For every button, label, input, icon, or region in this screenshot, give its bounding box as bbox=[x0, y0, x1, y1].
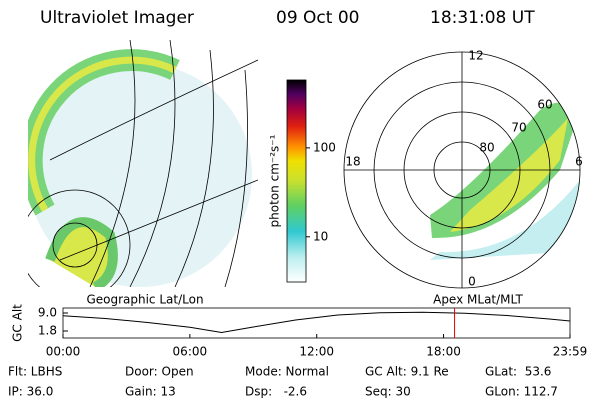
title: Ultraviolet Imager bbox=[40, 8, 194, 28]
x-tick-label: 00:00 bbox=[46, 345, 81, 359]
y-tick-label: 1.8 bbox=[38, 324, 57, 338]
panel-label: Apex MLat/MLT bbox=[433, 293, 523, 307]
colorbar-label: photon cm⁻²s⁻¹ bbox=[268, 134, 282, 227]
x-tick-label: 18:00 bbox=[426, 345, 461, 359]
info-panel: Flt: LBHS Door: Open Mode: Normal GC Alt: 9… bbox=[8, 365, 558, 399]
altitude-line bbox=[62, 311, 571, 334]
info-field: GLat: 53.6 bbox=[485, 365, 551, 379]
colorbar: photon cm⁻²s⁻¹ 10 100 bbox=[268, 79, 336, 283]
y-axis-label: GC Alt bbox=[11, 304, 25, 342]
geo-image bbox=[28, 40, 258, 287]
time: 18:31:08 UT bbox=[430, 8, 535, 28]
polar-label: 70 bbox=[511, 121, 526, 135]
polar-label: 60 bbox=[537, 98, 552, 112]
info-field: IP: 36.0 bbox=[8, 385, 53, 399]
info-field: Mode: Normal bbox=[245, 365, 329, 379]
colorbar-tick-label: 10 bbox=[313, 229, 328, 243]
panel-label: Geographic Lat/Lon bbox=[86, 293, 203, 307]
info-field: GC Alt: 9.1 Re bbox=[365, 365, 449, 379]
info-field: GLon: 112.7 bbox=[485, 385, 558, 399]
x-tick-label: 12:00 bbox=[299, 345, 334, 359]
info-field: Flt: LBHS bbox=[8, 365, 62, 379]
x-tick-label: 06:00 bbox=[173, 345, 208, 359]
altitude-plot: GC Alt 9.0 1.8 00:00 06:00 12:00 18:00 23:59 bbox=[11, 304, 588, 359]
info-field: Seq: 30 bbox=[365, 385, 411, 399]
info-field: Door: Open bbox=[125, 365, 194, 379]
polar-label: 12 bbox=[468, 49, 483, 63]
polar-plot: 12 18 6 0 80 70 60 bbox=[343, 49, 583, 289]
y-tick-label: 9.0 bbox=[38, 306, 57, 320]
polar-label: 18 bbox=[345, 155, 360, 169]
polar-label: 6 bbox=[575, 155, 583, 169]
polar-label: 0 bbox=[468, 275, 476, 289]
x-tick-label: 23:59 bbox=[553, 345, 588, 359]
polar-label: 80 bbox=[479, 141, 494, 155]
info-field: Dsp: -2.6 bbox=[245, 385, 307, 399]
date: 09 Oct 00 bbox=[276, 8, 359, 28]
colorbar-tick-label: 100 bbox=[313, 140, 336, 154]
info-field: Gain: 13 bbox=[125, 385, 176, 399]
